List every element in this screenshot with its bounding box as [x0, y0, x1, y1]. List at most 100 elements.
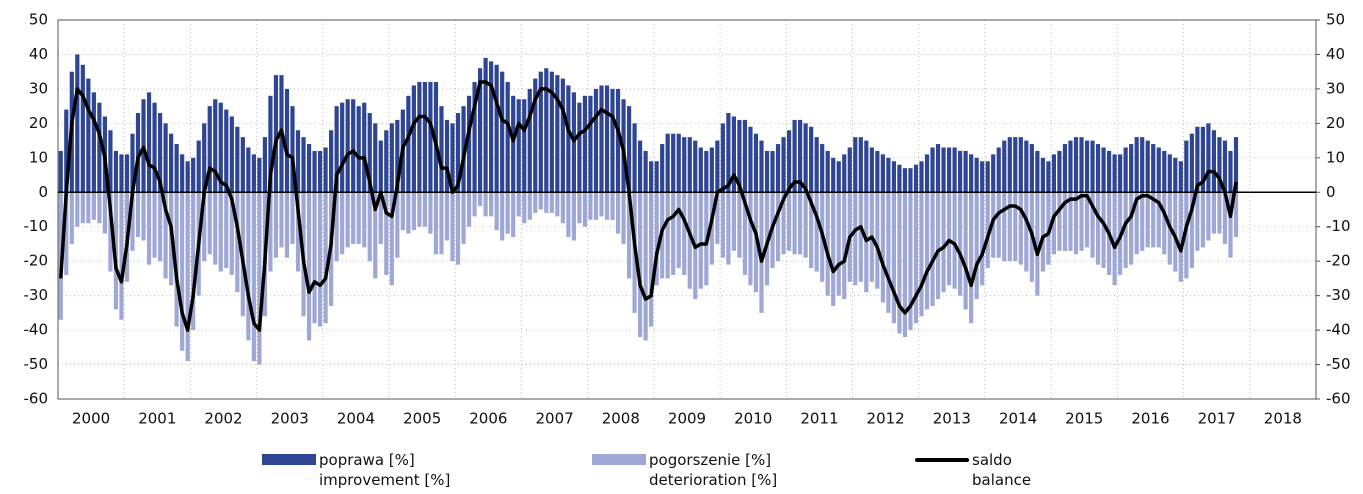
bar: [726, 192, 731, 265]
bar: [108, 192, 113, 272]
bar: [477, 68, 483, 193]
y2-tick-label: 20: [1326, 114, 1345, 132]
bar: [1145, 192, 1150, 248]
legend-item: saldo balance: [915, 450, 1031, 490]
bar: [886, 157, 891, 193]
x-tick-label: 2007: [535, 410, 573, 428]
bar: [362, 102, 367, 193]
y2-tick-label: -60: [1326, 390, 1351, 408]
bar: [384, 192, 389, 275]
bar: [1123, 192, 1128, 269]
bar: [908, 192, 913, 331]
bar: [130, 133, 135, 193]
bar: [439, 106, 444, 193]
x-tick-label: 2008: [602, 410, 640, 428]
bar: [86, 192, 91, 224]
bar: [1184, 140, 1189, 193]
bar: [185, 192, 190, 362]
bar: [980, 161, 985, 193]
bar: [489, 192, 494, 217]
y2-tick-label: 0: [1326, 183, 1336, 201]
bar: [406, 95, 411, 193]
bar: [709, 192, 714, 265]
line: [59, 80, 1238, 332]
bar: [1184, 192, 1189, 279]
bar: [378, 140, 383, 193]
bar: [224, 109, 229, 193]
bar: [549, 71, 554, 193]
bar: [803, 192, 808, 258]
bar: [69, 192, 74, 244]
bar: [958, 192, 963, 296]
bar: [913, 192, 919, 324]
bar: [913, 164, 919, 193]
bar: [720, 123, 725, 193]
bar: [1090, 140, 1095, 193]
bar: [980, 192, 985, 286]
bar: [516, 99, 521, 193]
bar: [1129, 192, 1134, 265]
bar: [1073, 192, 1079, 255]
bar: [649, 192, 654, 327]
bar: [676, 192, 681, 269]
bar: [996, 192, 1001, 258]
y2-tick-label: -30: [1326, 286, 1351, 304]
bar: [406, 192, 411, 234]
bar: [152, 192, 157, 258]
bar: [389, 192, 394, 286]
bar: [213, 99, 218, 193]
bar: [202, 192, 207, 262]
bar: [864, 140, 869, 193]
bar: [748, 192, 753, 286]
bar: [715, 192, 720, 244]
bar: [356, 106, 361, 193]
bar: [798, 192, 803, 255]
bar: [323, 192, 328, 324]
chart: -60 -50 -40 -30 -20 -10 0 10 20 30 40 50 -60 -50 -40 -3…: [24, 11, 1351, 428]
bar: [632, 123, 637, 193]
bar: [1051, 154, 1057, 193]
bar: [323, 147, 328, 193]
bar: [135, 192, 141, 238]
bar: [809, 126, 814, 193]
bar: [941, 192, 946, 293]
bar: [991, 154, 996, 193]
bar: [273, 75, 279, 193]
y-tick-label: 50: [29, 11, 48, 29]
bar: [781, 192, 786, 255]
bar: [135, 113, 141, 193]
bar: [831, 192, 836, 306]
bar: [847, 147, 852, 193]
bar: [1211, 192, 1217, 234]
bar: [963, 150, 968, 193]
bar: [345, 99, 350, 193]
bar: [842, 192, 847, 300]
bar: [604, 192, 610, 220]
y2-tick-label: 40: [1326, 45, 1345, 63]
bar: [417, 82, 422, 193]
bar: [1173, 192, 1178, 272]
bar: [1156, 192, 1161, 248]
bar: [1123, 147, 1128, 193]
bar: [649, 161, 654, 193]
bar: [775, 144, 781, 193]
bar: [257, 157, 262, 193]
bar: [180, 192, 185, 351]
bar: [533, 78, 538, 193]
bar: [141, 192, 146, 241]
bar: [472, 82, 477, 193]
bar: [1018, 192, 1023, 265]
bar: [97, 102, 102, 193]
bar: [527, 192, 532, 220]
bar: [969, 192, 974, 324]
bar: [505, 192, 510, 234]
y-tick-label: -20: [24, 252, 49, 270]
bar: [284, 88, 290, 193]
bar: [1156, 147, 1161, 193]
bar: [439, 192, 444, 255]
bar: [775, 192, 781, 262]
bar: [1173, 157, 1178, 193]
bar: [1051, 192, 1057, 255]
bar: [715, 140, 720, 193]
bar: [229, 192, 234, 275]
